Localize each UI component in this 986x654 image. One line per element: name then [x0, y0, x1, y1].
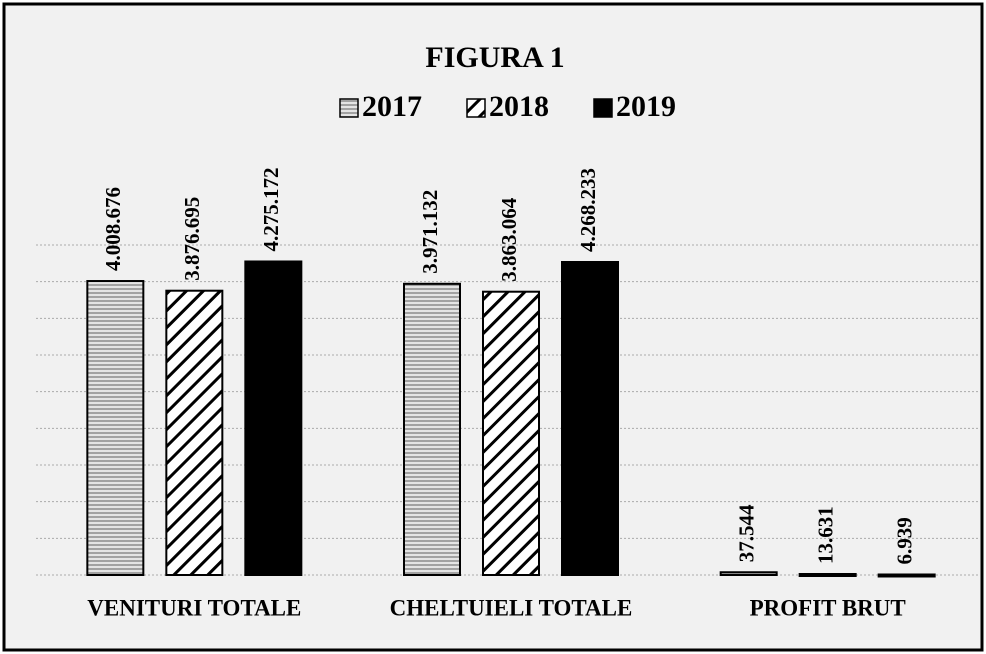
legend-label: 2019 [616, 90, 676, 123]
bar [719, 571, 778, 576]
bar [244, 260, 303, 576]
legend-label: 2018 [489, 90, 549, 123]
value-label: 6.939 [892, 517, 916, 564]
value-label: 3.971.132 [418, 190, 442, 274]
value-label: 4.008.676 [101, 187, 125, 271]
legend-swatch [339, 98, 359, 118]
x-tick-label: CHELTUIELI TOTALE [390, 595, 633, 620]
chart-title: FIGURA 1 [425, 41, 564, 74]
bar [798, 573, 857, 578]
x-tick-label: VENITURI TOTALE [87, 595, 301, 620]
bar [403, 282, 461, 576]
bar [165, 289, 224, 576]
value-label: 4.275.172 [259, 167, 283, 251]
legend-swatch [466, 98, 486, 118]
value-label: 4.268.233 [576, 168, 600, 252]
bar [877, 573, 936, 578]
value-label: 3.863.064 [497, 197, 521, 282]
value-label: 37.544 [734, 504, 758, 562]
value-label: 3.876.695 [180, 197, 204, 281]
bar [561, 260, 619, 576]
legend-swatch [593, 98, 613, 118]
x-tick-label: PROFIT BRUT [750, 595, 906, 620]
value-label: 13.631 [813, 506, 837, 564]
legend-label: 2017 [362, 90, 422, 123]
bar [482, 290, 540, 576]
bar [86, 280, 145, 576]
